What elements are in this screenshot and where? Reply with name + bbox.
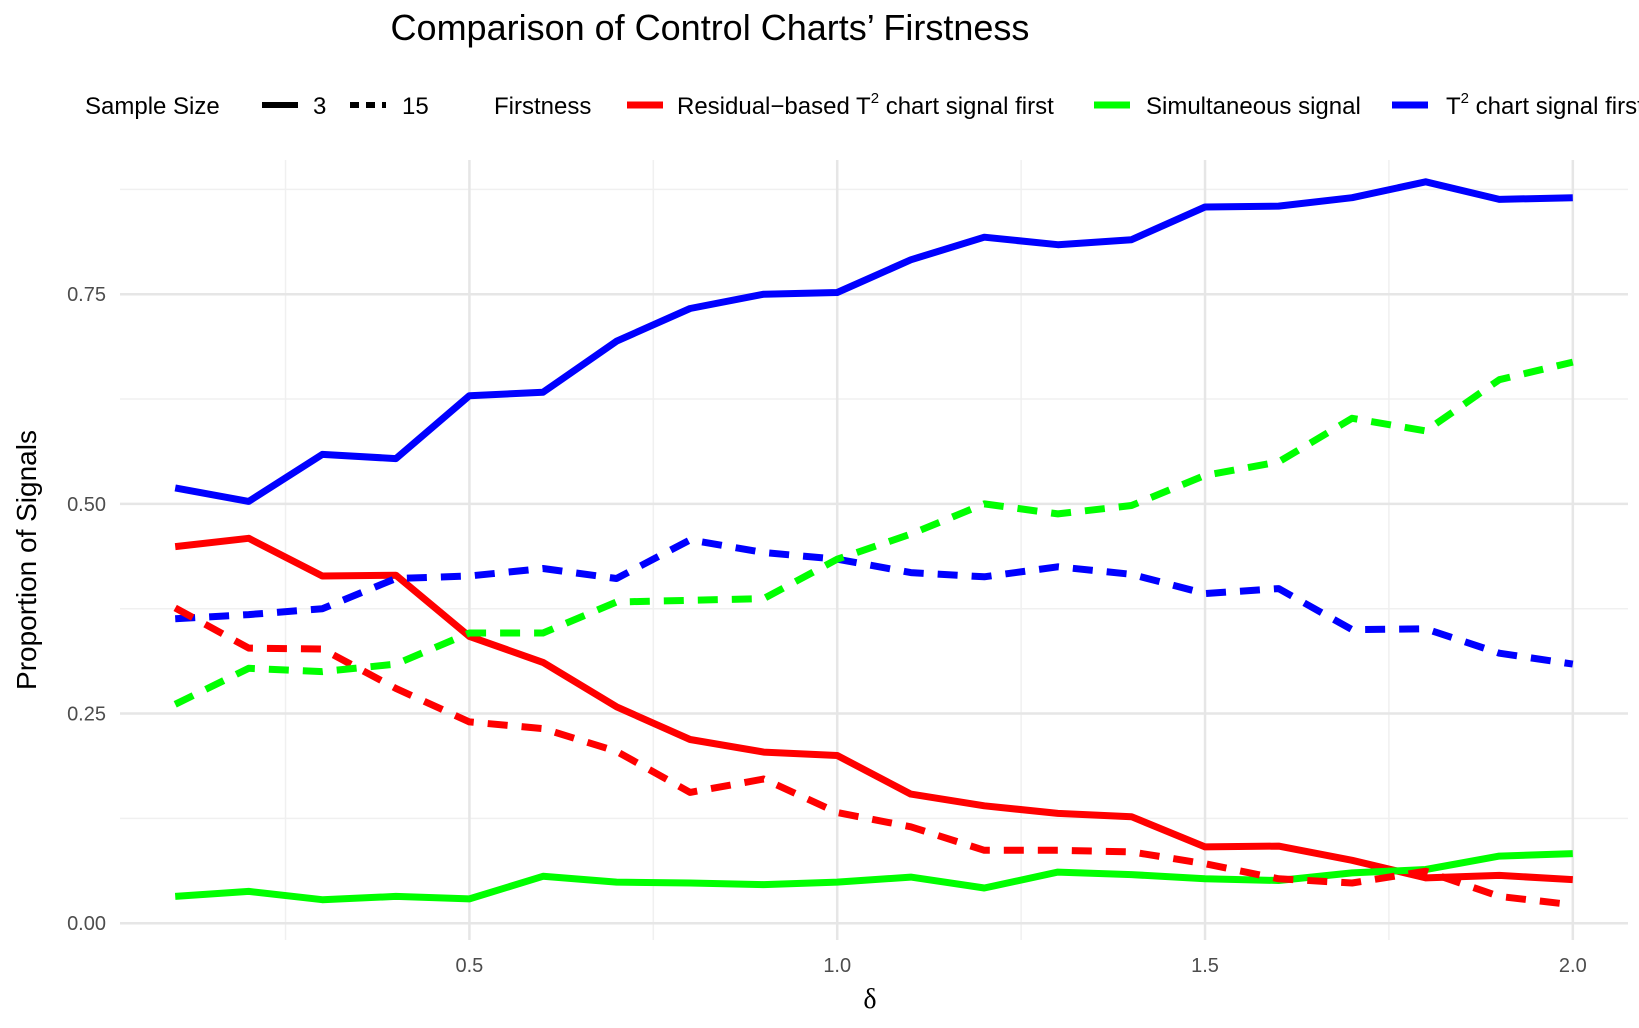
legend-linetype-label-3: 3	[313, 93, 326, 120]
chart-title: Comparison of Control Charts’ Firstness	[391, 7, 1030, 48]
legend-label-simultaneous: Simultaneous signal	[1146, 93, 1361, 120]
series-line-5	[173, 358, 1574, 708]
series-lines	[173, 178, 1574, 909]
x-tick-label: 0.5	[456, 955, 484, 977]
legend-label-t2: T2 chart signal first	[1446, 90, 1639, 120]
y-tick-label: 0.50	[67, 494, 106, 516]
y-axis-title: Proportion of Signals	[11, 430, 42, 690]
x-tick-label: 1.0	[823, 955, 851, 977]
series-line-0	[174, 178, 1573, 505]
legend-label-residual: Residual−based T2 chart signal first	[677, 90, 1054, 120]
x-axis-title: δ	[863, 984, 876, 1015]
series-line-1	[174, 534, 1573, 884]
x-tick-label: 2.0	[1559, 955, 1587, 977]
y-tick-label: 0.00	[67, 913, 106, 935]
series-line-2	[174, 850, 1573, 904]
x-tick-label: 1.5	[1191, 955, 1219, 977]
legend-linetype-label-15: 15	[402, 93, 429, 120]
legend-color-title: Firstness	[494, 93, 591, 120]
legend: Sample Size 3 15 Firstness Residual−base…	[85, 90, 1639, 120]
y-tick-label: 0.75	[67, 284, 106, 306]
series-line-4	[173, 604, 1574, 909]
series-line-3	[175, 536, 1574, 668]
y-tick-label: 0.25	[67, 704, 106, 726]
axis-ticks: 0.5 1.0 1.5 2.0 0.00 0.25 0.50 0.75	[67, 284, 1587, 977]
legend-linetype-title: Sample Size	[85, 93, 220, 120]
